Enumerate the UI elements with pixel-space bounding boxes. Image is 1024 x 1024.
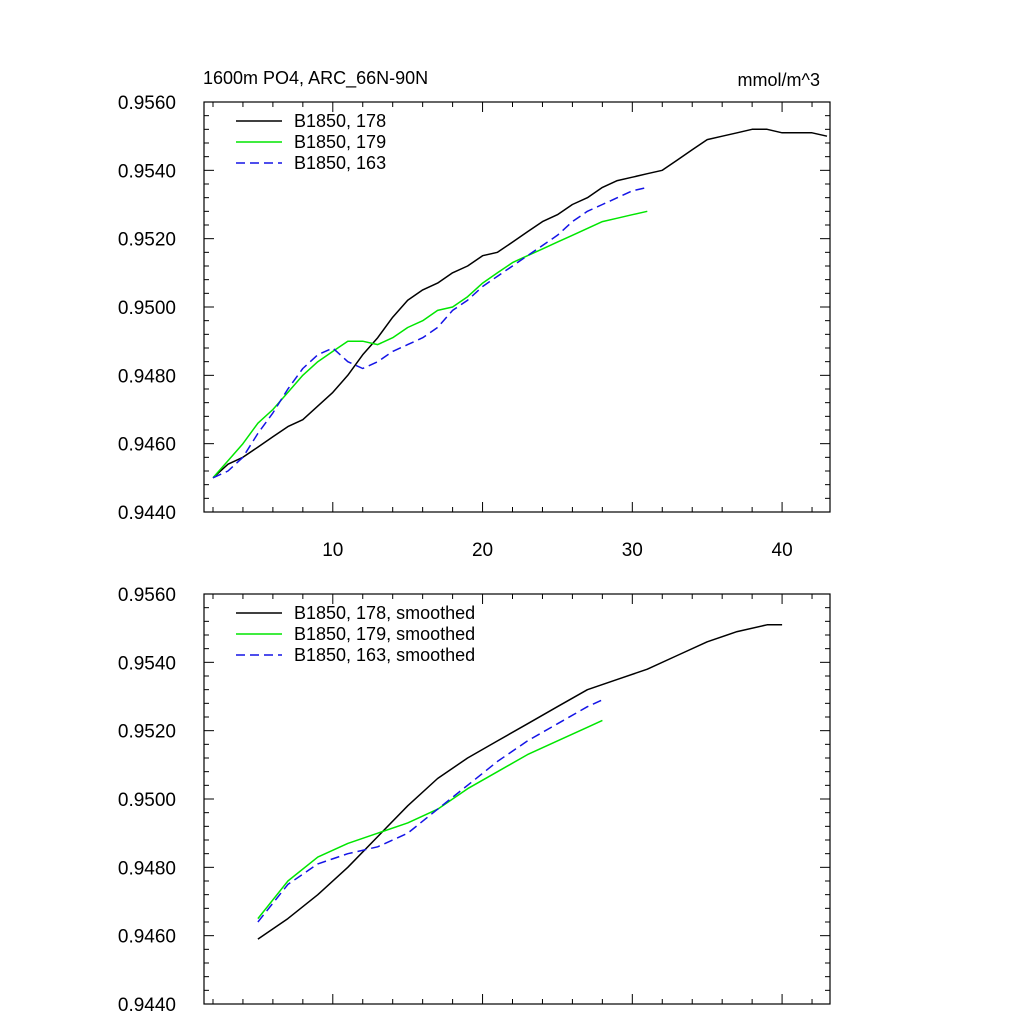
chart-title: 1600m PO4, ARC_66N-90N [203, 68, 428, 89]
top-chart-panel: 1600m PO4, ARC_66N-90N mmol/m^3 0.94400.… [118, 68, 831, 561]
series-line-2 [257, 719, 603, 920]
series-lines [257, 624, 783, 940]
x-tick-label: 10 [322, 540, 343, 561]
y-axis-tick-labels: 0.9440 0.9460 0.9480 0.9500 0.9520 0.9540 0.95… [118, 585, 176, 1016]
series-line-1 [257, 624, 783, 940]
chart-units-label: mmol/m^3 [738, 70, 820, 90]
y-tick-label: 0.9480 [118, 366, 176, 387]
x-tick-label: 20 [472, 540, 493, 561]
legend-label: B1850, 163 [294, 153, 386, 173]
y-axis-tick-labels: 0.9440 0.9460 0.9480 0.9500 0.9520 0.9540 0.95… [118, 93, 176, 524]
y-tick-label: 0.9520 [118, 230, 176, 251]
y-tick-label: 0.9460 [118, 435, 176, 456]
axis-ticks [204, 101, 830, 513]
y-tick-label: 0.9460 [118, 927, 176, 948]
y-tick-label: 0.9540 [118, 653, 176, 674]
legend-label: B1850, 178 [294, 111, 386, 131]
series-line-2 [212, 210, 648, 479]
x-tick-label: 30 [622, 540, 643, 561]
y-tick-label: 0.9440 [118, 995, 176, 1016]
legend-label: B1850, 163, smoothed [294, 645, 475, 665]
x-axis-tick-labels: 10 20 30 40 [322, 540, 792, 561]
bottom-chart-panel: 0.9440 0.9460 0.9480 0.9500 0.9520 0.9540 0.95… [118, 585, 831, 1016]
y-tick-label: 0.9540 [118, 161, 176, 182]
legend-label: B1850, 179, smoothed [294, 624, 475, 644]
legend-label: B1850, 179 [294, 132, 386, 152]
series-lines [212, 128, 828, 479]
series-line-3 [212, 186, 648, 479]
y-tick-label: 0.9560 [118, 585, 176, 606]
y-tick-label: 0.9480 [118, 858, 176, 879]
legend-label: B1850, 178, smoothed [294, 603, 475, 623]
y-tick-label: 0.9440 [118, 503, 176, 524]
axis-ticks [204, 593, 830, 1005]
x-tick-label: 40 [772, 540, 793, 561]
series-line-3 [257, 699, 603, 923]
y-tick-label: 0.9560 [118, 93, 176, 114]
y-tick-label: 0.9520 [118, 722, 176, 743]
y-tick-label: 0.9500 [118, 790, 176, 811]
series-line-1 [212, 128, 828, 479]
y-tick-label: 0.9500 [118, 298, 176, 319]
